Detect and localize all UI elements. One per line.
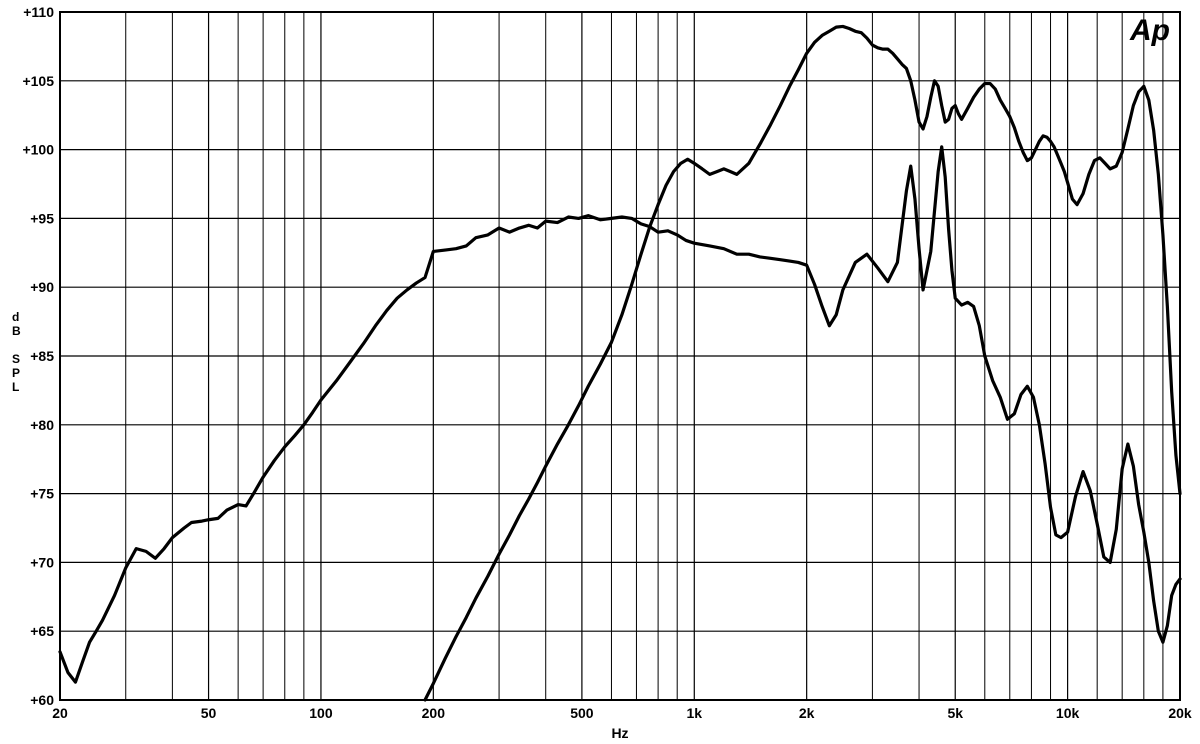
x-tick-label: 100: [309, 705, 333, 721]
x-tick-label: 50: [201, 705, 217, 721]
x-tick-label: 1k: [686, 705, 702, 721]
x-tick-label: 2k: [799, 705, 815, 721]
y-tick-label: +85: [30, 348, 54, 364]
y-tick-label: +60: [30, 692, 54, 708]
x-axis-label: Hz: [611, 725, 628, 741]
y-axis-label: P: [12, 366, 20, 380]
y-axis-label: L: [12, 380, 19, 394]
y-tick-label: +65: [30, 623, 54, 639]
chart-bg: [0, 0, 1200, 744]
y-tick-label: +70: [30, 554, 54, 570]
x-tick-label: 20: [52, 705, 68, 721]
y-tick-label: +105: [22, 73, 54, 89]
x-tick-label: 200: [422, 705, 446, 721]
y-tick-label: +80: [30, 417, 54, 433]
y-tick-label: +100: [22, 142, 54, 158]
y-tick-label: +90: [30, 279, 54, 295]
frequency-response-chart: +60 +65 +70 +75 +80 +85 +90 +95 +100 +105 +110 20 50…: [0, 0, 1200, 744]
y-tick-label: +110: [23, 4, 54, 20]
ap-logo: Ap: [1129, 14, 1170, 47]
y-axis-label: d: [12, 310, 19, 324]
y-axis-label: B: [12, 324, 21, 338]
x-tick-label: 500: [570, 705, 594, 721]
y-axis-label: S: [12, 352, 20, 366]
x-tick-label: 10k: [1056, 705, 1080, 721]
y-tick-label: +95: [30, 210, 54, 226]
y-tick-label: +75: [30, 486, 54, 502]
x-tick-label: 5k: [947, 705, 963, 721]
x-tick-label: 20k: [1168, 705, 1192, 721]
